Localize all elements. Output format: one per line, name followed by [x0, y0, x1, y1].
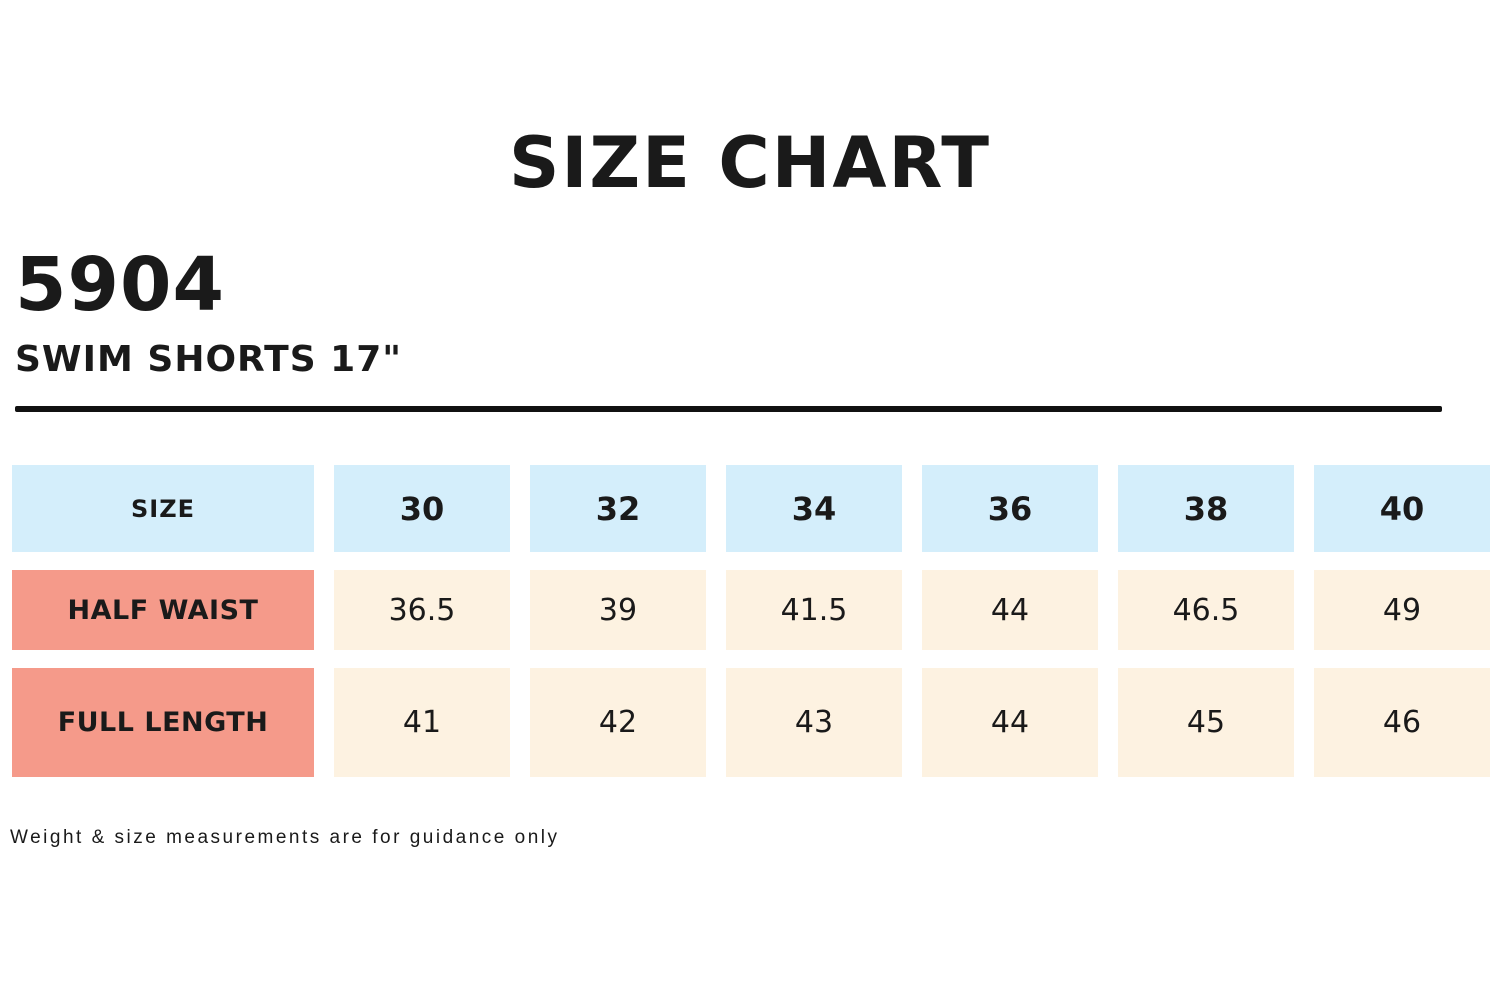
guidance-note: Weight & size measurements are for guida… [10, 827, 560, 848]
product-header: 5904 SWIM SHORTS 17" [0, 248, 1500, 378]
page-title: SIZE CHART [508, 122, 992, 204]
size-column-header: SIZE [12, 465, 314, 552]
full-length-value-34: 43 [726, 668, 902, 777]
size-header-40: 40 [1314, 465, 1490, 552]
half-waist-value-38: 46.5 [1118, 570, 1294, 650]
size-table: SIZE 30 32 34 36 38 40 HALF WAIST 36.5 3… [12, 465, 1490, 777]
full-length-value-36: 44 [922, 668, 1098, 777]
full-length-value-30: 41 [334, 668, 510, 777]
half-waist-value-34: 41.5 [726, 570, 902, 650]
size-header-36: 36 [922, 465, 1098, 552]
half-waist-value-36: 44 [922, 570, 1098, 650]
half-waist-value-32: 39 [530, 570, 706, 650]
size-header-38: 38 [1118, 465, 1294, 552]
half-waist-value-40: 49 [1314, 570, 1490, 650]
divider-line [15, 406, 1442, 412]
row-label-half-waist: HALF WAIST [12, 570, 314, 650]
full-length-value-38: 45 [1118, 668, 1294, 777]
full-length-value-32: 42 [530, 668, 706, 777]
full-length-value-40: 46 [1314, 668, 1490, 777]
half-waist-value-30: 36.5 [334, 570, 510, 650]
row-label-full-length: FULL LENGTH [12, 668, 314, 777]
product-code: 5904 [15, 242, 225, 328]
product-name: SWIM SHORTS 17" [15, 339, 403, 380]
size-header-32: 32 [530, 465, 706, 552]
size-header-30: 30 [334, 465, 510, 552]
size-header-34: 34 [726, 465, 902, 552]
